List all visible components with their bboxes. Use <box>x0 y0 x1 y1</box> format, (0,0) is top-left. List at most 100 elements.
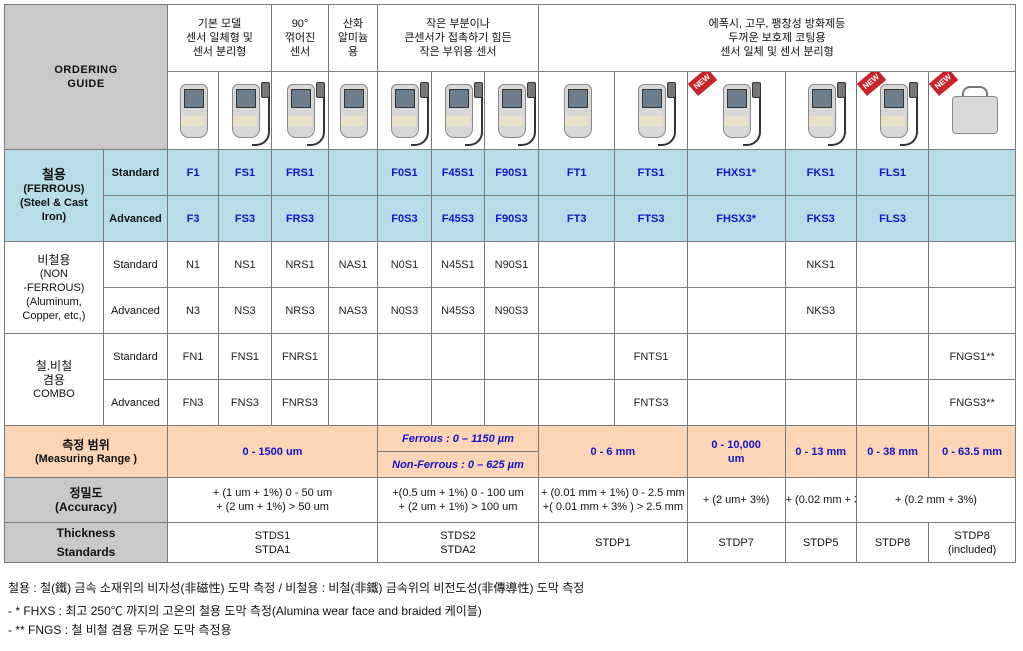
combo-advanced-row: Advanced FN3 FNS3 FNRS3 FNTS3 FNGS3** <box>5 379 1016 426</box>
model-code <box>928 195 1016 242</box>
accuracy-line: + (2 um + 1%) > 50 um <box>216 501 329 513</box>
accuracy-basic: + (1 um + 1%) 0 - 50 um + (2 um + 1%) > … <box>167 477 378 523</box>
model-code <box>328 149 378 196</box>
accuracy-ft: + (0.01 mm + 1%) 0 - 2.5 mm +( 0.01 mm +… <box>537 477 688 523</box>
product-image-fngs1: NEW <box>928 71 1016 150</box>
combo-label-line: 겸용 <box>42 372 65 387</box>
model-code: N0S1 <box>376 241 432 288</box>
high-temp-probe-gauge-icon <box>719 78 762 146</box>
range-fks: 0 - 13 mm <box>784 425 857 478</box>
model-code: FNTS1 <box>614 333 688 380</box>
model-code <box>537 287 616 334</box>
standards-basic: STDS1 STDA1 <box>167 522 378 563</box>
range-small-nonferrous: Non-Ferrous : 0 – 625 µm <box>376 451 539 478</box>
thick-separate-probe-gauge-icon <box>804 78 846 146</box>
model-code <box>430 333 485 380</box>
integrated-gauge-icon <box>176 78 210 144</box>
model-code: FN1 <box>167 333 219 380</box>
group-header-thick-coating: 에폭시, 고무, 팽창성 방화제등 두꺼운 보호제 코팅용 센서 일체 및 센서… <box>537 4 1017 72</box>
model-code: FS3 <box>218 195 272 242</box>
model-code <box>855 333 930 380</box>
model-code: FLS3 <box>855 195 930 242</box>
standards-line: STDA2 <box>440 543 476 556</box>
range-basic: 0 - 1500 um <box>167 425 378 478</box>
group-label-line: 꺾어진 <box>284 32 316 44</box>
group-header-right-angle: 90° 꺾어진 센서 <box>270 4 330 72</box>
product-image-row: NEW NEW NEW <box>5 71 1016 150</box>
standards-line: STDS1 <box>254 529 291 542</box>
model-code <box>328 333 378 380</box>
group-label-line: 센서 <box>289 46 311 58</box>
range-label-line: (Measuring Range ) <box>34 452 138 465</box>
accuracy-label-line: (Accuracy) <box>55 500 118 514</box>
range-fls: 0 - 38 mm <box>855 425 930 478</box>
ferrous-label-line: (FERROUS) <box>23 182 85 195</box>
product-image-fks1 <box>784 71 857 150</box>
standards-row: Thickness Standards STDS1 STDA1 STDS2 ST… <box>3 522 1016 563</box>
product-image-f45s1 <box>430 71 485 150</box>
nonferrous-label-line: Copper, etc,) <box>22 309 86 322</box>
model-code <box>784 333 857 380</box>
footnote-fngs: - ** FNGS : 철 비철 겸용 두꺼운 도막 측정용 <box>8 623 232 637</box>
model-code: FNGS3** <box>928 379 1016 426</box>
ferrous-label: 철용 (FERROUS) (Steel & Cast Iron) <box>4 149 104 242</box>
nonferrous-label-line: (Aluminum, <box>26 295 82 308</box>
combo-advanced-label: Advanced <box>102 379 169 426</box>
product-image-fs1 <box>218 71 272 150</box>
model-code: F45S3 <box>430 195 485 242</box>
accuracy-line: + (2 um + 1%) > 100 um <box>398 501 518 513</box>
model-code: N45S1 <box>430 241 485 288</box>
standards-ft: STDP1 <box>537 522 688 563</box>
model-code: N90S1 <box>483 241 539 288</box>
large-probe-gauge-icon <box>876 78 918 146</box>
ordering-guide-title: ORDERING GUIDE <box>3 4 169 150</box>
standards-label-line: Thickness <box>56 525 116 540</box>
model-code: F3 <box>167 195 219 242</box>
range-label-line: 측정 범위 <box>62 437 110 452</box>
model-code: FNGS1** <box>928 333 1016 380</box>
combo-label-line: COMBO <box>33 387 75 400</box>
ferrous-advanced-row: Advanced F3 FS3 FRS3 F0S3 F45S3 F90S3 FT… <box>5 195 1016 242</box>
group-header-small-probe: 작은 부분이나 큰센서가 접촉하기 힘든 작은 부위용 센서 <box>376 4 539 72</box>
range-fhxs-line: 0 - 10,000 <box>711 438 761 451</box>
ordering-guide-table: ORDERING GUIDE 기본 모델 센서 일체형 및 센서 분리형 90°… <box>3 4 1017 563</box>
thick-integrated-gauge-icon <box>560 78 594 144</box>
model-code: F1 <box>167 149 219 196</box>
range-fhxs: 0 - 10,000 um <box>686 425 786 478</box>
standards-line: STDA1 <box>254 543 291 556</box>
combo-label: 철.비철 겸용 COMBO <box>4 333 104 426</box>
measuring-range-row-2: Non-Ferrous : 0 – 625 µm <box>5 451 1016 478</box>
accuracy-label-line: 정밀도 <box>69 486 103 500</box>
standards-line: (included) <box>947 543 997 556</box>
thick-separate-probe-gauge-icon <box>634 78 677 146</box>
group-label-line: 90° <box>291 18 309 30</box>
model-code: FN3 <box>167 379 219 426</box>
group-label-line: 센서 분리형 <box>192 46 247 58</box>
product-image-f90s1 <box>483 71 539 150</box>
model-code: FNS1 <box>218 333 272 380</box>
standards-line: STDS2 <box>440 529 476 542</box>
group-label-line: 기본 모델 <box>197 18 242 30</box>
nonferrous-advanced-row: Advanced N3 NS3 NRS3 NAS3 N0S3 N45S3 N90… <box>5 287 1016 334</box>
group-label-line: 큰센서가 접촉하기 힘든 <box>404 32 512 44</box>
combo-standard-label: Standard <box>102 333 169 380</box>
nonferrous-label: 비철용 (NON -FERROUS) (Aluminum, Copper, et… <box>4 241 104 334</box>
nonferrous-advanced-label: Advanced <box>102 287 169 334</box>
range-fhxs-line: um <box>727 452 745 465</box>
measuring-range-label: 측정 범위 (Measuring Range ) <box>3 425 169 478</box>
model-code: N3 <box>167 287 219 334</box>
footnote-definitions: 철용 : 철(鐵) 금속 소재위의 비자성(非磁性) 도막 측정 / 비철용 :… <box>8 581 585 595</box>
standards-fhxs: STDP7 <box>686 522 786 563</box>
group-label-line: 에폭시, 고무, 팽창성 방화제등 <box>708 18 846 30</box>
model-code: F0S3 <box>376 195 432 242</box>
model-code <box>483 379 539 426</box>
nonferrous-standard-label: Standard <box>102 241 169 288</box>
standards-fngs: STDP8 (included) <box>928 522 1016 563</box>
45-degree-probe-gauge-icon <box>441 78 483 146</box>
ferrous-label-line: (Steel & Cast <box>19 196 88 209</box>
model-code: FNRS3 <box>270 379 330 426</box>
product-image-fls1: NEW <box>855 71 930 150</box>
standards-line: STDP8 <box>954 529 990 542</box>
model-code: FHXS1* <box>686 149 786 196</box>
model-code: FRS3 <box>270 195 330 242</box>
